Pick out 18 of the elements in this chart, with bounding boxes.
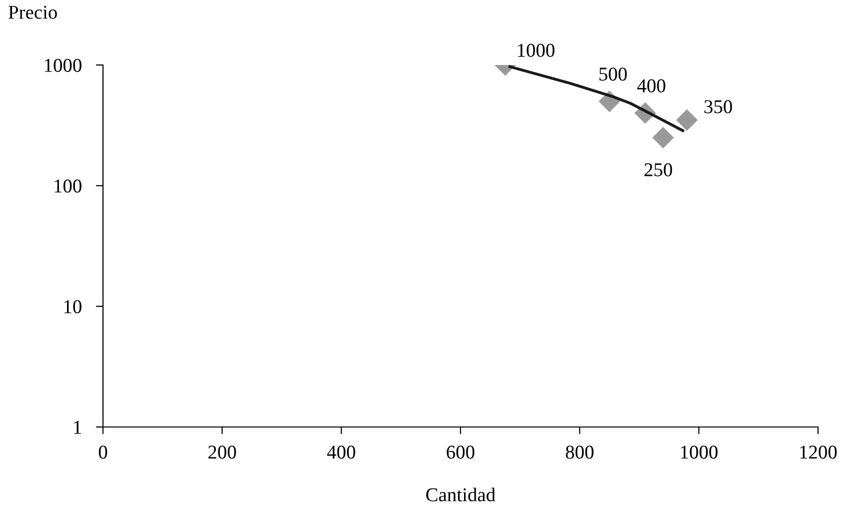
x-tick-label: 1200 [800, 446, 837, 459]
x-tick-label: 800 [566, 446, 594, 459]
x-tick-label: 600 [446, 446, 474, 459]
y-tick-label: 10 [64, 300, 82, 314]
data-label: 250 [644, 163, 672, 176]
x-axis-title: Cantidad [426, 488, 496, 502]
x-tick-label: 200 [208, 446, 236, 459]
data-label: 1000 [518, 44, 554, 57]
x-tick-label: 1000 [681, 446, 718, 459]
y-tick-label: 100 [54, 179, 82, 193]
x-tick-label: 0 [98, 446, 108, 459]
y-tick-label: 1 [74, 420, 81, 434]
y-tick-label: 1000 [44, 58, 82, 72]
data-label: 400 [637, 79, 666, 92]
y-axis-title: Precio [8, 6, 57, 19]
x-tick-label: 400 [327, 446, 356, 459]
data-label: 500 [599, 68, 627, 81]
data-label: 350 [704, 100, 732, 114]
